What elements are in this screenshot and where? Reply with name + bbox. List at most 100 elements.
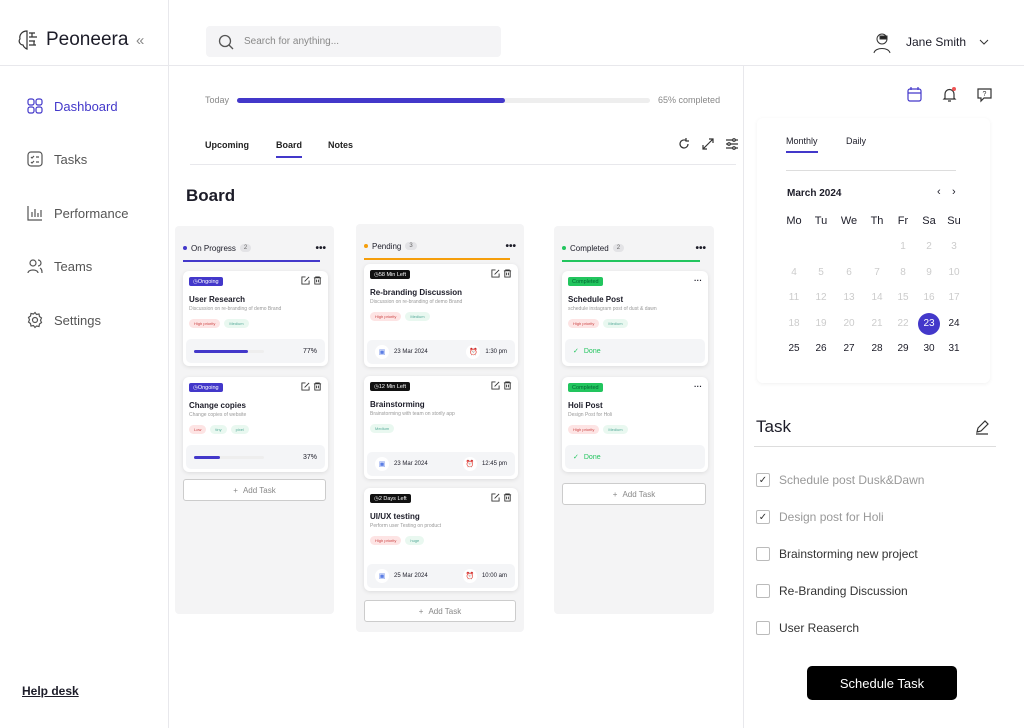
task-card[interactable]: ◷ 12 Min Left Brainstorming Brainstormin… <box>364 376 518 479</box>
calendar-day[interactable]: 26 <box>815 343 827 354</box>
card-status: Done <box>583 453 601 461</box>
calendar-icon[interactable] <box>906 86 923 103</box>
tab-board[interactable]: Board <box>276 140 303 158</box>
edit-icon[interactable] <box>491 381 500 390</box>
task-card[interactable]: ◷ Ongoing Change copies Change copies of… <box>183 377 328 472</box>
edit-icon[interactable] <box>491 269 500 278</box>
tab-daily[interactable]: Daily <box>846 136 867 146</box>
trash-icon[interactable] <box>503 493 512 502</box>
column-header: Completed 2 ••• <box>562 236 706 260</box>
calendar-day[interactable]: 17 <box>948 292 960 303</box>
task-item[interactable]: ✓ Design post for Holi <box>756 510 884 524</box>
plus-icon: + <box>233 485 238 495</box>
checkbox[interactable]: ✓ <box>756 510 770 524</box>
calendar-day[interactable]: 10 <box>948 266 960 278</box>
trash-icon[interactable] <box>313 382 322 391</box>
calendar-day[interactable]: 4 <box>791 266 797 278</box>
calendar-day[interactable]: 2 <box>926 241 932 252</box>
add-task-button[interactable]: + Add Task <box>364 600 516 622</box>
calendar-day[interactable]: 30 <box>923 343 935 354</box>
expand-icon[interactable] <box>701 137 715 151</box>
calendar-day[interactable]: 24 <box>948 317 960 329</box>
task-card[interactable]: ◷ Ongoing User Research Discussion on re… <box>183 271 328 366</box>
calendar-day[interactable]: 8 <box>900 266 906 278</box>
schedule-task-button[interactable]: Schedule Task <box>807 666 957 700</box>
search-input[interactable]: Search for anything... <box>206 26 501 57</box>
refresh-icon[interactable] <box>677 137 691 151</box>
calendar-day[interactable]: 9 <box>926 266 932 278</box>
task-item[interactable]: Re-Branding Discussion <box>756 584 908 598</box>
card-description: Discussion on re-branding of demo Brand <box>370 299 463 305</box>
calendar-day[interactable]: 12 <box>815 292 827 303</box>
tag: tiny <box>210 425 227 434</box>
sidebar-item-teams[interactable]: Teams <box>26 257 92 275</box>
edit-icon[interactable] <box>974 419 990 435</box>
column-count: 2 <box>239 244 252 252</box>
add-task-button[interactable]: + Add Task <box>183 479 326 501</box>
calendar-day[interactable]: 29 <box>897 343 909 354</box>
user-menu[interactable]: Jane Smith <box>870 30 990 54</box>
task-item[interactable]: ✓ Schedule post Dusk&Dawn <box>756 473 924 487</box>
collapse-sidebar-icon[interactable]: « <box>136 32 145 49</box>
calendar-day[interactable]: 27 <box>843 343 855 354</box>
column-title: Pending <box>372 241 402 251</box>
task-card[interactable]: ◷ 2 Days Left UI/UX testing Perform user… <box>364 488 518 591</box>
card-tags: Low tiny pixel <box>189 425 249 434</box>
edit-icon[interactable] <box>301 382 310 391</box>
calendar-day[interactable]: 21 <box>871 317 883 329</box>
task-item[interactable]: User Reaserch <box>756 621 859 635</box>
calendar-day[interactable]: 22 <box>897 317 909 329</box>
more-options-icon[interactable]: ··· <box>694 382 702 391</box>
tab-upcoming[interactable]: Upcoming <box>205 140 249 150</box>
add-task-button[interactable]: + Add Task <box>562 483 706 505</box>
checkbox[interactable] <box>756 621 770 635</box>
more-options-icon[interactable]: ••• <box>695 242 706 254</box>
trash-icon[interactable] <box>313 276 322 285</box>
calendar-day[interactable]: 11 <box>788 292 800 303</box>
calendar-day[interactable]: 19 <box>815 317 827 329</box>
calendar-day[interactable]: 5 <box>818 266 824 278</box>
checkbox[interactable] <box>756 547 770 561</box>
prev-month-button[interactable]: ‹ <box>937 186 941 198</box>
task-card[interactable]: Completed ··· Schedule Post schedule ins… <box>562 271 708 366</box>
edit-icon[interactable] <box>491 493 500 502</box>
calendar-day[interactable]: 16 <box>923 292 935 303</box>
calendar-day[interactable]: 7 <box>874 266 880 278</box>
more-options-icon[interactable]: ••• <box>315 242 326 254</box>
tab-monthly[interactable]: Monthly <box>786 136 818 153</box>
calendar-day[interactable]: 18 <box>788 317 800 329</box>
edit-icon[interactable] <box>301 276 310 285</box>
help-desk-link[interactable]: Help desk <box>22 684 79 698</box>
bell-icon[interactable] <box>941 86 958 103</box>
calendar-day[interactable]: 23 <box>918 312 940 335</box>
calendar-day[interactable]: 28 <box>871 343 883 354</box>
checkbox[interactable] <box>756 584 770 598</box>
calendar-day[interactable]: 20 <box>843 317 855 329</box>
task-item[interactable]: Brainstorming new project <box>756 547 918 561</box>
filter-sliders-icon[interactable] <box>725 137 739 151</box>
calendar-day[interactable]: 3 <box>951 241 957 252</box>
next-month-button[interactable]: › <box>952 186 956 198</box>
trash-icon[interactable] <box>503 269 512 278</box>
sidebar-item-dashboard[interactable]: Dashboard <box>26 97 118 115</box>
tab-notes[interactable]: Notes <box>328 140 354 150</box>
help-chat-icon[interactable]: ? <box>976 86 993 103</box>
card-description: Change copies of website <box>189 412 247 418</box>
more-options-icon[interactable]: ··· <box>694 276 702 285</box>
task-card[interactable]: ◷ 58 Min Left Re-branding Discussion Dis… <box>364 264 518 367</box>
calendar-day[interactable]: 13 <box>843 292 855 303</box>
sidebar-item-tasks[interactable]: Tasks <box>26 150 87 168</box>
more-options-icon[interactable]: ••• <box>505 240 516 252</box>
calendar-day[interactable]: 15 <box>897 292 909 303</box>
sidebar-item-settings[interactable]: Settings <box>26 311 101 329</box>
calendar-day[interactable]: 25 <box>788 343 800 354</box>
calendar-day[interactable]: 31 <box>948 343 960 354</box>
calendar-day[interactable]: 6 <box>846 266 852 278</box>
gear-icon <box>27 311 43 329</box>
sidebar-item-performance[interactable]: Performance <box>26 204 128 222</box>
trash-icon[interactable] <box>503 381 512 390</box>
calendar-day[interactable]: 14 <box>871 292 883 303</box>
task-card[interactable]: Completed ··· Holi Post Design Post for … <box>562 377 708 472</box>
calendar-day[interactable]: 1 <box>900 241 906 252</box>
checkbox[interactable]: ✓ <box>756 473 770 487</box>
